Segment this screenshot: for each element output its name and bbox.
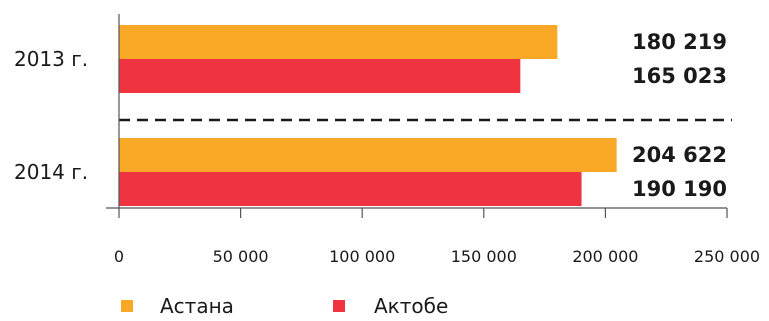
legend-label-aktobe: Актобе xyxy=(374,294,448,318)
bar-astana-1 xyxy=(119,25,558,59)
bar-astana-2 xyxy=(119,138,617,172)
value-label-astana-1: 180 219 xyxy=(632,30,727,54)
category-label-1: 2013 г. xyxy=(14,47,88,71)
axes-group: 2013 г. 2014 г. 0 50 000 100 000 150 000 200 0… xyxy=(14,14,760,266)
x-tick-label-4: 200 000 xyxy=(572,247,638,266)
value-label-aktobe-1: 165 023 xyxy=(632,64,727,88)
legend-swatch-astana xyxy=(121,300,133,312)
legend: Астана Актобе xyxy=(121,294,448,318)
bar-aktobe-1 xyxy=(119,59,521,93)
legend-swatch-aktobe xyxy=(333,300,345,312)
legend-label-astana: Астана xyxy=(160,294,234,318)
value-label-astana-2: 204 622 xyxy=(632,143,727,167)
x-tick-label-5: 250 000 xyxy=(694,247,760,266)
bar-aktobe-2 xyxy=(119,172,582,206)
x-tick-label-2: 100 000 xyxy=(329,247,395,266)
x-tick-label-3: 150 000 xyxy=(451,247,517,266)
value-labels-group: 180 219 165 023 204 622 190 190 xyxy=(632,30,727,201)
x-tick-label-1: 50 000 xyxy=(213,247,269,266)
x-tick-label-0: 0 xyxy=(114,247,124,266)
category-label-2: 2014 г. xyxy=(14,160,88,184)
value-label-aktobe-2: 190 190 xyxy=(632,177,727,201)
bars-group xyxy=(119,25,617,206)
